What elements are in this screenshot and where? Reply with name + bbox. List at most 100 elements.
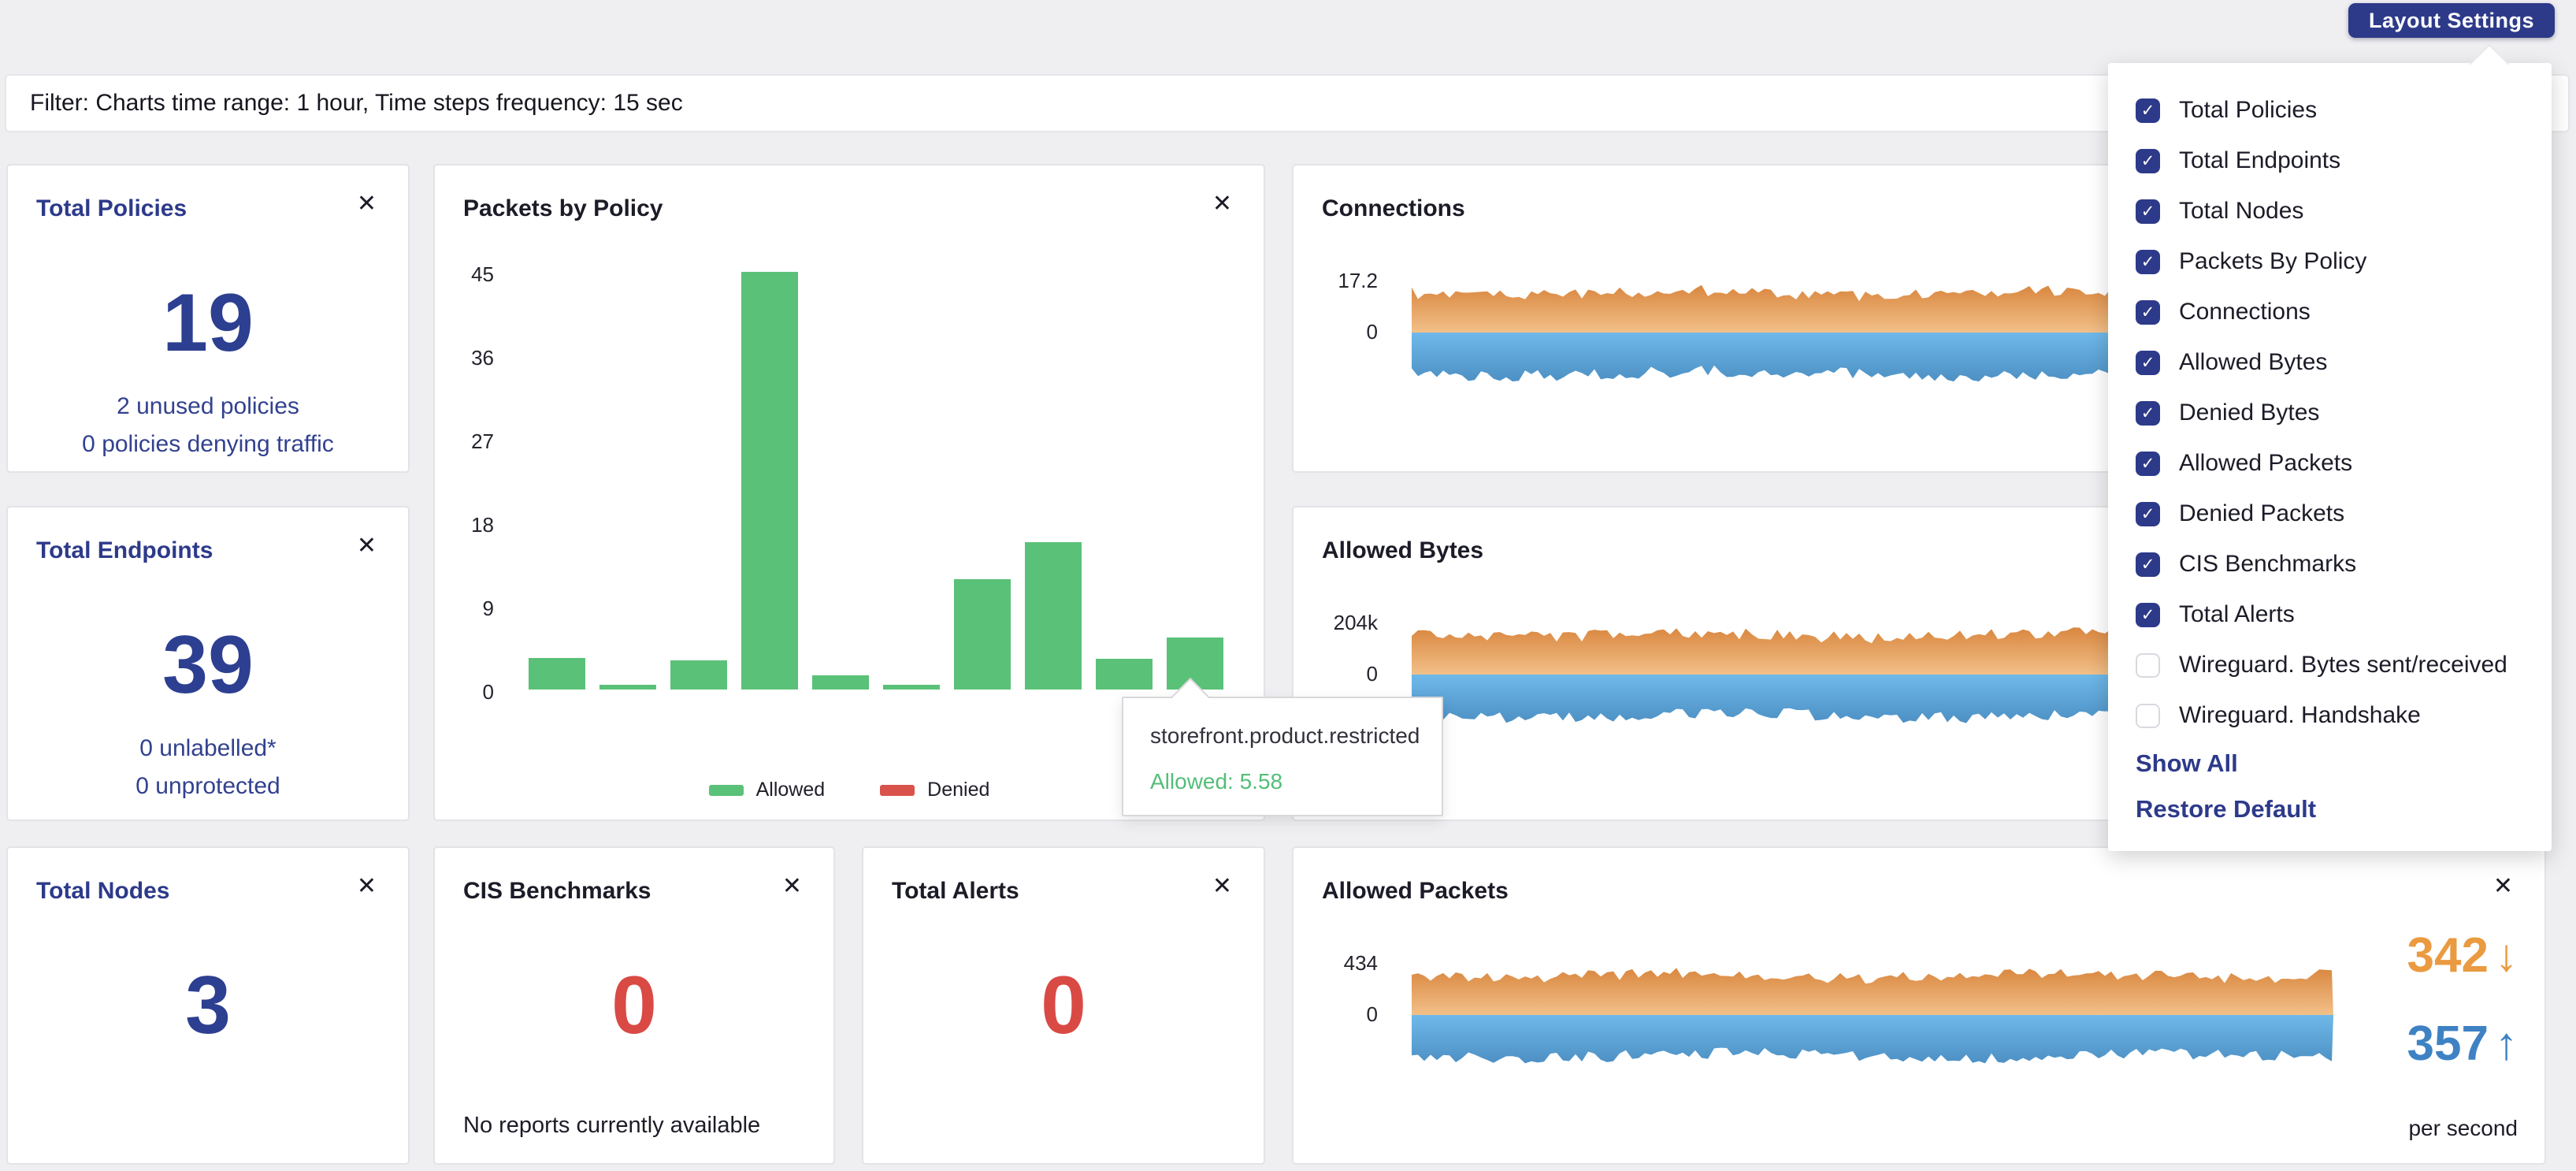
- layout-menu-item[interactable]: Wireguard. Handshake: [2108, 690, 2552, 741]
- bar-allowed[interactable]: [670, 660, 727, 690]
- cis-benchmarks-card: CIS Benchmarks ✕ 0 No reports currently …: [433, 846, 835, 1165]
- legend-item: Denied: [880, 779, 989, 801]
- close-icon[interactable]: ✕: [356, 533, 377, 559]
- filter-bar-text: Filter: Charts time range: 1 hour, Time …: [30, 90, 683, 116]
- checkbox-checked-icon[interactable]: ✓: [2136, 350, 2160, 375]
- layout-menu-item-label: Packets By Policy: [2179, 248, 2367, 274]
- close-icon[interactable]: ✕: [356, 191, 377, 217]
- checkbox-checked-icon[interactable]: ✓: [2136, 451, 2160, 476]
- total-policies-value: 19: [162, 277, 254, 369]
- area-band-above: [1412, 968, 2333, 1015]
- y-axis-tick-label: 36: [471, 346, 494, 370]
- card-title: Total Alerts: [892, 878, 1019, 904]
- layout-settings-panel: ✓ Total Policies ✓ Total Endpoints ✓ Total No…: [2108, 43, 2552, 851]
- close-icon[interactable]: ✕: [356, 873, 377, 899]
- checkbox-checked-icon[interactable]: ✓: [2136, 501, 2160, 526]
- close-icon[interactable]: ✕: [1212, 873, 1232, 899]
- bar-allowed[interactable]: [1167, 638, 1223, 690]
- layout-menu-item-label: Wireguard. Bytes sent/received: [2179, 652, 2507, 678]
- bar-allowed[interactable]: [741, 272, 798, 690]
- total-policies-card: Total Policies ✕ 19 2 unused policies 0 …: [6, 164, 410, 473]
- y-axis-tick-label: 27: [471, 429, 494, 453]
- layout-menu-item[interactable]: ✓ Connections: [2108, 287, 2552, 337]
- checkbox-checked-icon[interactable]: ✓: [2136, 249, 2160, 274]
- close-icon[interactable]: ✕: [2492, 873, 2513, 899]
- show-all-link[interactable]: Show All: [2136, 749, 2238, 777]
- tooltip-allowed-value: Allowed: 5.58: [1150, 769, 1283, 794]
- checkbox-checked-icon[interactable]: ✓: [2136, 299, 2160, 325]
- layout-settings-button[interactable]: Layout Settings: [2348, 3, 2555, 38]
- bar-allowed[interactable]: [1025, 542, 1082, 690]
- layout-menu-item[interactable]: ✓ Total Policies: [2108, 85, 2552, 136]
- layout-menu-item[interactable]: ✓ Denied Packets: [2108, 489, 2552, 539]
- bar-allowed[interactable]: [883, 685, 940, 690]
- y-axis-tick-label: 18: [471, 513, 494, 537]
- layout-menu-items: ✓ Total Policies ✓ Total Endpoints ✓ Total No…: [2108, 85, 2552, 741]
- cis-benchmarks-value: 0: [611, 960, 657, 1051]
- checkbox-checked-icon[interactable]: ✓: [2136, 199, 2160, 224]
- card-title: Total Policies: [36, 195, 187, 221]
- layout-menu-item[interactable]: ✓ Total Nodes: [2108, 186, 2552, 236]
- total-nodes-value: 3: [185, 960, 231, 1051]
- chart-legend: Allowed Denied: [435, 779, 1264, 801]
- y-axis-tick-label: 0: [1366, 1002, 1378, 1026]
- layout-menu-item-label: Denied Packets: [2179, 500, 2345, 526]
- layout-menu-item[interactable]: ✓ CIS Benchmarks: [2108, 539, 2552, 589]
- total-endpoints-value: 39: [162, 619, 254, 711]
- layout-menu-item[interactable]: ✓ Allowed Packets: [2108, 438, 2552, 489]
- layout-menu-item-label: Allowed Packets: [2179, 450, 2353, 476]
- checkbox-checked-icon[interactable]: ✓: [2136, 400, 2160, 426]
- total-policies-subtext: 2 unused policies 0 policies denying tra…: [82, 393, 334, 457]
- checkbox-unchecked-icon[interactable]: [2136, 703, 2160, 728]
- card-title: Packets by Policy: [463, 195, 663, 221]
- bar-allowed[interactable]: [599, 685, 656, 690]
- card-title: Allowed Bytes: [1322, 537, 1484, 563]
- y-axis-tick-label: 45: [471, 262, 494, 286]
- bar-allowed[interactable]: [812, 675, 869, 690]
- layout-menu-item[interactable]: ✓ Packets By Policy: [2108, 236, 2552, 287]
- total-endpoints-card: Total Endpoints ✕ 39 0 unlabelled* 0 unp…: [6, 506, 410, 821]
- total-endpoints-subtext: 0 unlabelled* 0 unprotected: [135, 735, 280, 799]
- checkbox-checked-icon[interactable]: ✓: [2136, 98, 2160, 123]
- layout-menu-item-label: CIS Benchmarks: [2179, 551, 2357, 577]
- layout-menu-item-label: Connections: [2179, 299, 2311, 325]
- bar-allowed[interactable]: [529, 658, 585, 690]
- layout-menu-item[interactable]: ✓ Allowed Bytes: [2108, 337, 2552, 388]
- stat-unit-label: per second: [2408, 1116, 2518, 1140]
- layout-menu-item[interactable]: ✓ Total Endpoints: [2108, 136, 2552, 186]
- layout-menu-item[interactable]: ✓ Total Alerts: [2108, 589, 2552, 640]
- card-title: CIS Benchmarks: [463, 878, 651, 904]
- layout-menu-item-label: Denied Bytes: [2179, 400, 2320, 426]
- y-axis-tick-label: 9: [482, 597, 494, 620]
- legend-swatch: [708, 784, 744, 796]
- area-band-below: [1412, 1015, 2333, 1064]
- tooltip-policy-name: storefront.product.restricted: [1150, 723, 1420, 748]
- legend-swatch: [880, 784, 915, 796]
- packets-received-stat: 342 ↓: [2407, 928, 2518, 983]
- y-axis-tick-label: 0: [482, 680, 494, 704]
- bar-allowed[interactable]: [1096, 659, 1153, 690]
- cis-benchmarks-note: No reports currently available: [463, 1113, 761, 1138]
- legend-item: Allowed: [708, 779, 825, 801]
- checkbox-checked-icon[interactable]: ✓: [2136, 552, 2160, 577]
- layout-menu-item-label: Wireguard. Handshake: [2179, 702, 2421, 728]
- close-icon[interactable]: ✕: [781, 873, 802, 899]
- y-axis-tick-label: 0: [1366, 662, 1378, 686]
- checkbox-checked-icon[interactable]: ✓: [2136, 602, 2160, 627]
- packets-bar-plot[interactable]: 0 9 18 27 36 45: [435, 165, 1264, 820]
- arrow-down-icon: ↓: [2495, 930, 2518, 981]
- bar-allowed[interactable]: [954, 579, 1011, 690]
- y-axis-tick-label: 0: [1366, 320, 1378, 344]
- y-axis-tick-label: 204k: [1333, 611, 1378, 634]
- layout-menu-item-label: Total Alerts: [2179, 601, 2295, 627]
- checkbox-unchecked-icon[interactable]: [2136, 652, 2160, 678]
- restore-default-link[interactable]: Restore Default: [2136, 795, 2317, 823]
- layout-menu-item[interactable]: ✓ Denied Bytes: [2108, 388, 2552, 438]
- y-axis-tick-label: 434: [1343, 951, 1378, 975]
- card-title: Allowed Packets: [1322, 878, 1509, 904]
- layout-menu-item[interactable]: Wireguard. Bytes sent/received: [2108, 640, 2552, 690]
- arrow-up-icon: ↑: [2495, 1018, 2518, 1069]
- checkbox-checked-icon[interactable]: ✓: [2136, 148, 2160, 173]
- close-icon[interactable]: ✕: [1212, 191, 1232, 217]
